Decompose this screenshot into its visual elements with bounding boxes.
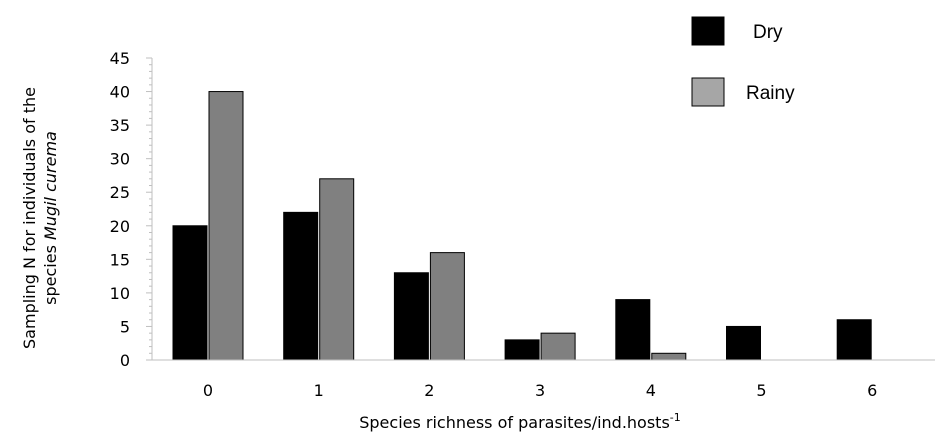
x-axis: 0 1 2 3 4 5 6 [152, 359, 935, 400]
bar-dry-2 [393, 272, 429, 361]
y-tick-label: 0 [120, 351, 130, 370]
bar-rainy-3 [540, 332, 576, 361]
legend-label-dry: Dry [753, 22, 783, 43]
y-axis-title-line-1: Sampling N for individuals of the [20, 87, 39, 349]
y-axis-title: Sampling N for individuals of the specie… [20, 87, 60, 349]
x-tick-label: 3 [535, 381, 545, 400]
bar-rainy-1 [319, 178, 355, 361]
y-tick-label: 30 [110, 150, 130, 169]
y-tick-label: 40 [110, 83, 130, 102]
x-tick-label: 0 [203, 381, 213, 400]
x-tick-label: 4 [646, 381, 656, 400]
x-tick-label: 5 [756, 381, 766, 400]
bar-dry-1 [283, 211, 319, 361]
bar-dry-0 [172, 225, 208, 361]
y-axis: 0 5 10 15 20 25 30 35 40 45 [110, 49, 153, 370]
y-tick-label: 5 [120, 317, 130, 336]
legend: Dry Rainy [691, 16, 795, 107]
y-tick-label: 45 [110, 49, 130, 68]
y-tick-label: 15 [110, 250, 130, 269]
bar-dry-6 [836, 319, 872, 361]
x-axis-title: Species richness of parasites/ind.hosts-… [359, 411, 681, 432]
legend-swatch-rainy [691, 77, 725, 107]
bar-rainy-4 [651, 352, 687, 361]
y-tick-label: 35 [110, 116, 130, 135]
x-tick-label: 1 [314, 381, 324, 400]
y-axis-title-line-2: species Mugil curema [41, 131, 60, 305]
bar-dry-3 [504, 339, 540, 361]
y-tick-label: 20 [110, 217, 130, 236]
bar-rainy-2 [429, 252, 465, 361]
bar-rainy-0 [208, 91, 244, 361]
y-tick-label: 25 [110, 183, 130, 202]
x-tick-label: 6 [867, 381, 877, 400]
bar-dry-5 [726, 325, 761, 361]
legend-swatch-dry [691, 16, 725, 46]
y-tick-label: 10 [110, 284, 130, 303]
plot-area [172, 91, 872, 361]
bar-dry-4 [615, 299, 651, 361]
x-tick-label: 2 [424, 381, 434, 400]
x-axis-title-superscript: -1 [670, 411, 681, 424]
legend-label-rainy: Rainy [746, 83, 795, 104]
